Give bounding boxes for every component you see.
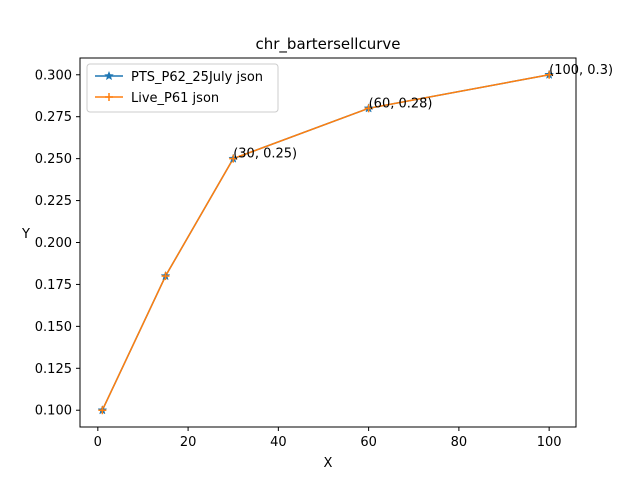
- chart-title: chr_bartersellcurve: [256, 35, 401, 54]
- y-tick-label: 0.200: [35, 236, 72, 251]
- plot-area: (30, 0.25) (60, 0.28) (100, 0.3) 0 20 40 60 80 1…: [35, 57, 613, 450]
- legend-label: Live_P61 json: [131, 91, 219, 106]
- y-axis-label: Y: [21, 227, 30, 242]
- point-annotation: (100, 0.3): [549, 63, 613, 78]
- y-tick-label: 0.225: [35, 194, 72, 209]
- axes-frame: [79, 57, 577, 428]
- point-annotation: (30, 0.25): [233, 147, 297, 162]
- data-point-marker: [229, 154, 238, 163]
- x-tick-label: 60: [360, 435, 377, 450]
- data-point-marker: [161, 272, 170, 281]
- y-tick-label: 0.100: [35, 404, 72, 419]
- x-tick-label: 40: [270, 435, 287, 450]
- y-tick-label: 0.300: [35, 68, 72, 83]
- x-tick-label: 20: [180, 435, 197, 450]
- data-point-marker: [98, 406, 107, 415]
- x-tick-label: 0: [94, 435, 102, 450]
- data-point-marker: [545, 70, 554, 79]
- y-tick-label: 0.125: [35, 362, 72, 377]
- legend-marker: [104, 70, 114, 81]
- y-tick-label: 0.275: [35, 110, 72, 125]
- legend-marker: [105, 93, 113, 101]
- series-line-2: [101, 74, 550, 411]
- point-annotation: (60, 0.28): [369, 96, 433, 111]
- series-line-1: [101, 74, 550, 411]
- legend-box: [86, 63, 279, 113]
- y-tick-label: 0.150: [35, 320, 72, 335]
- y-tick-label: 0.175: [35, 278, 72, 293]
- legend-label: PTS_P62_25July json: [131, 70, 263, 85]
- y-tick-label: 0.250: [35, 152, 72, 167]
- x-axis-label: X: [324, 456, 333, 471]
- data-point-marker: [364, 104, 373, 113]
- x-tick-label: 100: [537, 435, 562, 450]
- x-tick-label: 80: [451, 435, 468, 450]
